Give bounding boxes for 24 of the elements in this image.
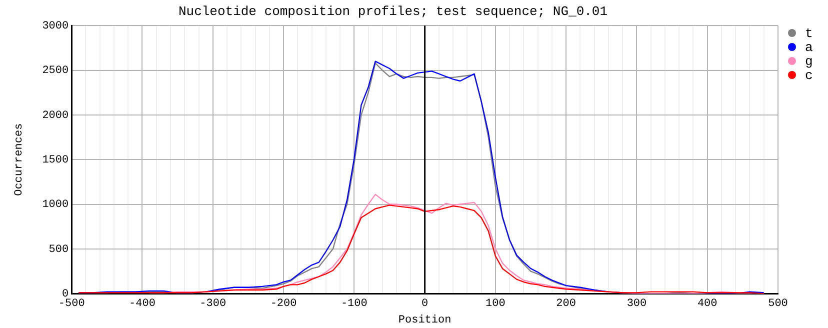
legend-label: a: [805, 40, 813, 54]
x-tick-label: -100: [340, 298, 368, 310]
legend-label: c: [805, 68, 813, 82]
y-tick-label: 3000: [42, 20, 69, 33]
y-tick-label: 1000: [42, 199, 69, 212]
x-tick-label: -500: [58, 298, 85, 310]
legend-label: g: [805, 54, 813, 68]
x-tick-label: 400: [697, 298, 718, 310]
x-tick-label: -300: [200, 298, 226, 310]
y-tick-label: 2500: [42, 65, 69, 78]
legend-label: t: [805, 26, 813, 40]
x-tick-label: 500: [768, 298, 788, 310]
x-axis-title: Position: [398, 314, 452, 326]
y-tick-label: 1500: [42, 154, 69, 167]
x-tick-label: 100: [486, 298, 506, 310]
x-tick-label: -200: [270, 298, 297, 310]
y-tick-label: 500: [48, 244, 69, 256]
y-tick-label: 2000: [42, 110, 69, 122]
x-tick-label: 0: [421, 298, 428, 310]
chart-title: Nucleotide composition profiles; test sequence; NG_0.01: [178, 4, 608, 20]
x-tick-label: -400: [129, 298, 156, 310]
x-tick-label: 300: [626, 298, 647, 310]
y-axis-title: Occurrences: [14, 123, 26, 196]
x-tick-label: 200: [556, 298, 576, 310]
